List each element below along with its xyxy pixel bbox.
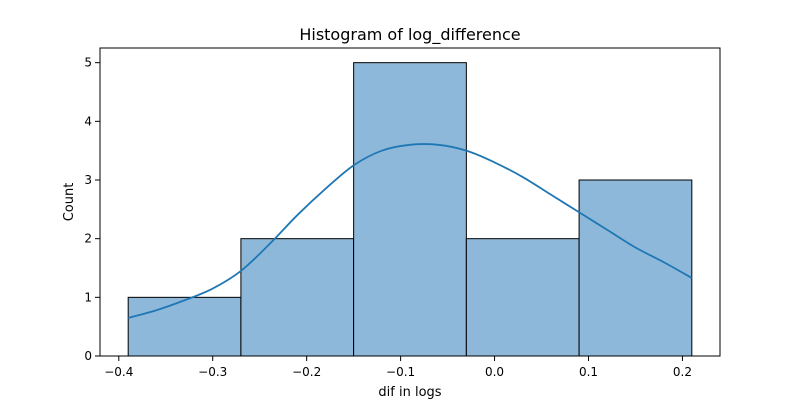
plot-area-frame <box>99 47 721 357</box>
histogram-bar <box>240 238 355 357</box>
y-tick-label: 3 <box>84 173 92 187</box>
x-axis-label: dif in logs <box>378 385 441 400</box>
y-axis-label: Count <box>62 183 77 222</box>
y-tick-label: 2 <box>84 232 92 246</box>
kde-line <box>127 143 693 319</box>
x-tick-label: −0.3 <box>198 365 227 379</box>
x-tick-label: −0.2 <box>292 365 321 379</box>
x-axis-ticks: −0.4 −0.3 −0.2 −0.1 0.0 0.1 0.2 <box>104 356 692 379</box>
y-tick-label: 0 <box>84 349 92 363</box>
y-tick-label: 1 <box>84 290 92 304</box>
histogram-bar <box>353 62 467 357</box>
histogram-bar <box>127 296 242 357</box>
y-tick-label: 4 <box>84 114 92 128</box>
x-tick-label: 0.1 <box>579 365 598 379</box>
kde-layer <box>127 143 693 319</box>
y-axis-ticks: 0 1 2 3 4 5 <box>84 56 100 363</box>
histogram-bar <box>465 238 580 357</box>
x-tick-label: 0.2 <box>673 365 692 379</box>
x-tick-label: −0.1 <box>386 365 415 379</box>
chart-title: Histogram of log_difference <box>299 25 520 45</box>
x-tick-label: 0.0 <box>485 365 504 379</box>
y-tick-label: 5 <box>84 56 92 70</box>
x-tick-label: −0.4 <box>104 365 133 379</box>
bars-layer <box>127 62 693 357</box>
